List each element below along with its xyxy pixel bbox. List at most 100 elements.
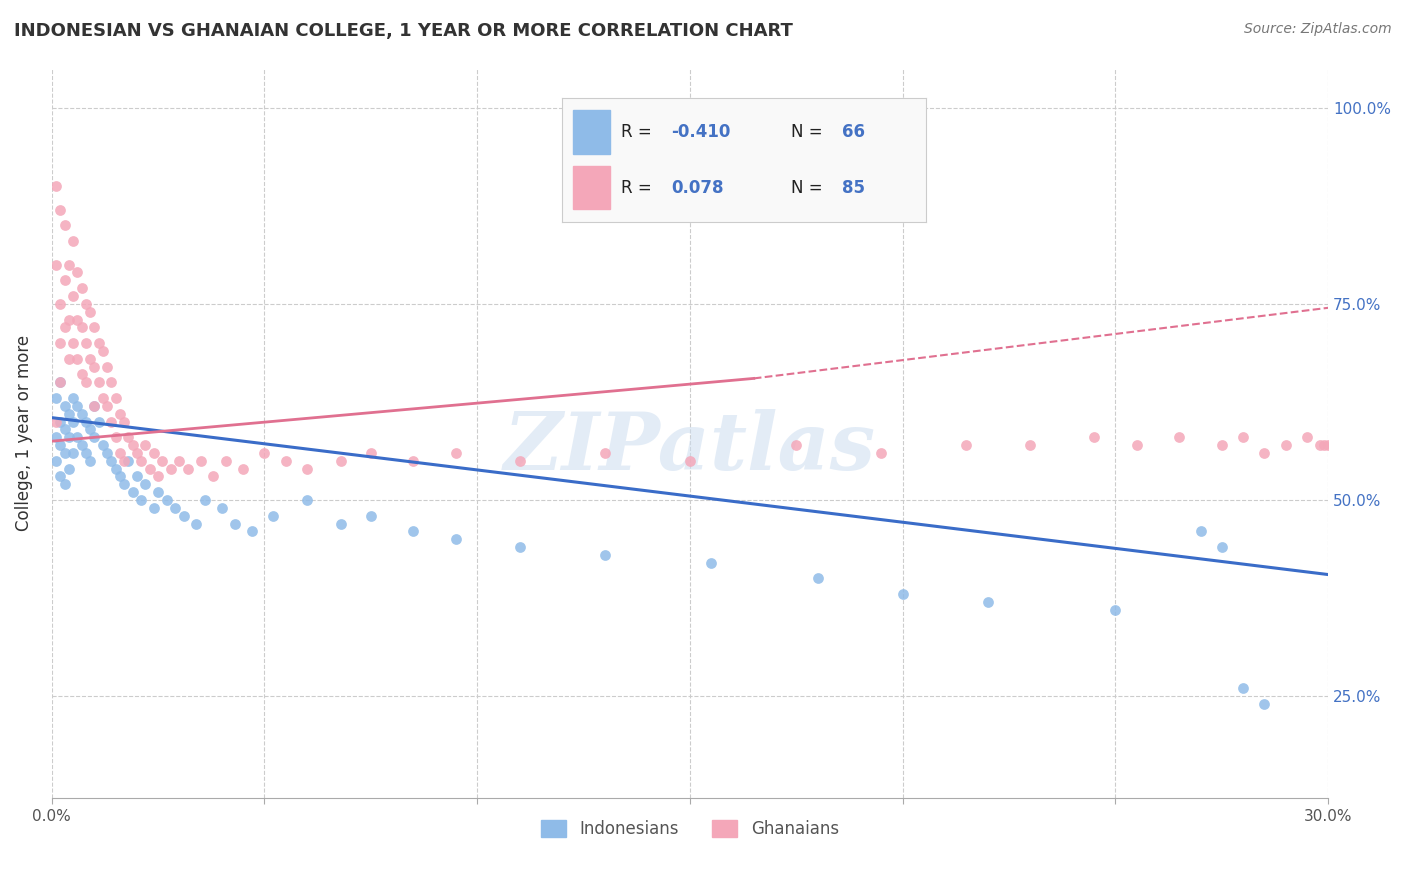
Point [870,446,893,460]
Point [49,297,72,311]
Point [45,430,67,444]
Point [1232,681,1254,696]
Point [142,500,165,515]
Point [169,454,191,468]
Point [1189,524,1212,539]
Point [75,376,97,390]
Point [240,524,263,539]
Point [785,438,807,452]
Point [202,469,225,483]
Point [70,320,93,334]
Point [444,446,467,460]
Point [108,446,131,460]
Point [66,399,89,413]
Point [211,500,233,515]
Point [891,587,914,601]
Point [160,461,183,475]
Point [156,493,179,508]
Point [62,446,84,460]
Point [1295,430,1317,444]
Point [91,391,114,405]
Point [87,376,110,390]
Text: Source: ZipAtlas.com: Source: ZipAtlas.com [1244,22,1392,37]
Point [1274,438,1296,452]
Point [955,438,977,452]
Point [100,415,122,429]
Y-axis label: College, 1 year or more: College, 1 year or more [15,335,32,532]
Point [1211,438,1233,452]
Point [360,446,382,460]
Point [87,336,110,351]
Point [53,422,76,436]
Point [49,415,72,429]
Point [253,446,276,460]
Point [100,454,122,468]
Point [49,336,72,351]
Point [100,376,122,390]
Point [177,461,200,475]
Point [58,312,80,326]
Point [75,336,97,351]
Point [83,399,105,413]
Point [402,524,425,539]
Point [330,516,353,531]
Point [112,477,135,491]
Point [96,359,118,374]
Point [66,351,89,366]
Point [45,179,67,194]
Point [62,234,84,248]
Point [121,485,143,500]
Point [232,461,254,475]
Point [224,516,246,531]
Point [53,273,76,287]
Point [96,446,118,460]
Point [53,320,76,334]
Point [402,454,425,468]
Point [295,493,318,508]
Point [1083,430,1105,444]
Point [62,336,84,351]
Point [66,265,89,279]
Point [125,446,148,460]
Point [58,351,80,366]
Point [49,202,72,217]
Point [117,454,139,468]
Point [45,415,67,429]
Point [173,508,195,523]
Point [1211,540,1233,554]
Point [108,469,131,483]
Point [360,508,382,523]
Point [79,351,101,366]
Point [444,533,467,547]
Point [53,477,76,491]
Point [96,399,118,413]
Point [58,461,80,475]
Point [75,415,97,429]
Point [49,376,72,390]
Point [1309,438,1331,452]
Point [75,446,97,460]
Point [104,391,127,405]
Point [142,446,165,460]
Point [129,493,152,508]
Point [117,430,139,444]
Point [1019,438,1042,452]
Point [70,281,93,295]
Point [104,461,127,475]
Point [83,430,105,444]
Point [70,368,93,382]
Point [806,572,828,586]
Legend: Indonesians, Ghanaians: Indonesians, Ghanaians [534,813,845,845]
Point [53,446,76,460]
Point [79,454,101,468]
Point [165,500,187,515]
Point [53,219,76,233]
Point [146,469,169,483]
Point [1317,438,1340,452]
Point [112,415,135,429]
Point [593,548,616,562]
Point [45,391,67,405]
Point [1104,603,1126,617]
Point [108,407,131,421]
Point [125,469,148,483]
